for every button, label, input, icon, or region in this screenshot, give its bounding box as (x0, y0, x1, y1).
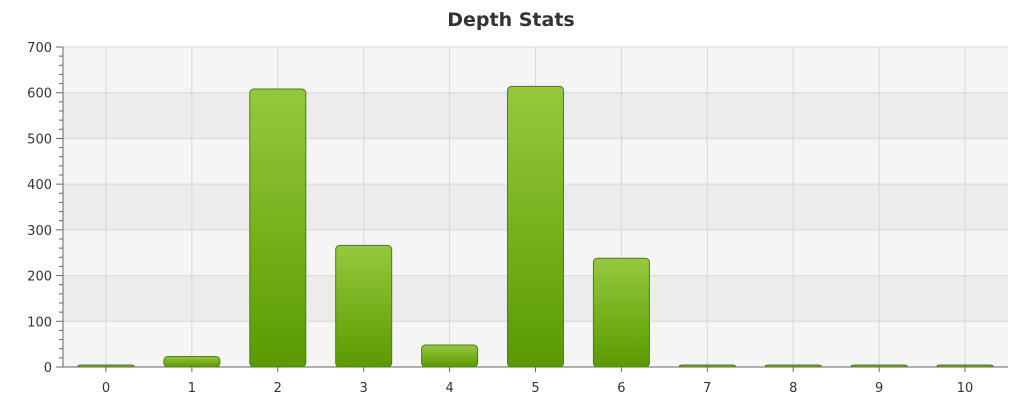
bar-5 (507, 85, 564, 368)
x-tick-label: 8 (789, 381, 797, 396)
x-axis-ticks: 0 1 2 3 4 5 6 7 8 9 10 (102, 367, 974, 396)
y-tick-label: 400 (27, 178, 52, 193)
bar-4 (421, 344, 479, 368)
x-tick-label: 0 (102, 381, 110, 396)
bar-3 (335, 244, 393, 368)
x-tick-label: 7 (703, 381, 711, 396)
bars (77, 85, 994, 368)
y-tick-label: 600 (27, 87, 52, 102)
x-tick-label: 5 (531, 381, 539, 396)
x-tick-label: 10 (957, 381, 974, 396)
y-tick-label: 700 (27, 41, 52, 56)
x-tick-label: 9 (875, 381, 883, 396)
y-axis-ticks: 0 100 200 300 400 500 600 700 (27, 41, 63, 376)
bar-2 (249, 88, 307, 368)
y-tick-label: 100 (27, 315, 52, 330)
x-tick-label: 6 (617, 381, 625, 396)
x-tick-label: 3 (360, 381, 368, 396)
y-tick-label: 200 (27, 270, 52, 285)
y-tick-label: 0 (44, 361, 52, 376)
x-tick-label: 4 (445, 381, 453, 396)
bar-1 (163, 355, 221, 368)
x-tick-label: 1 (188, 381, 196, 396)
bar-6 (592, 257, 650, 368)
x-tick-label: 2 (274, 381, 282, 396)
y-tick-label: 500 (27, 132, 52, 147)
chart-title: Depth Stats (447, 9, 574, 31)
y-tick-label: 300 (27, 224, 52, 239)
